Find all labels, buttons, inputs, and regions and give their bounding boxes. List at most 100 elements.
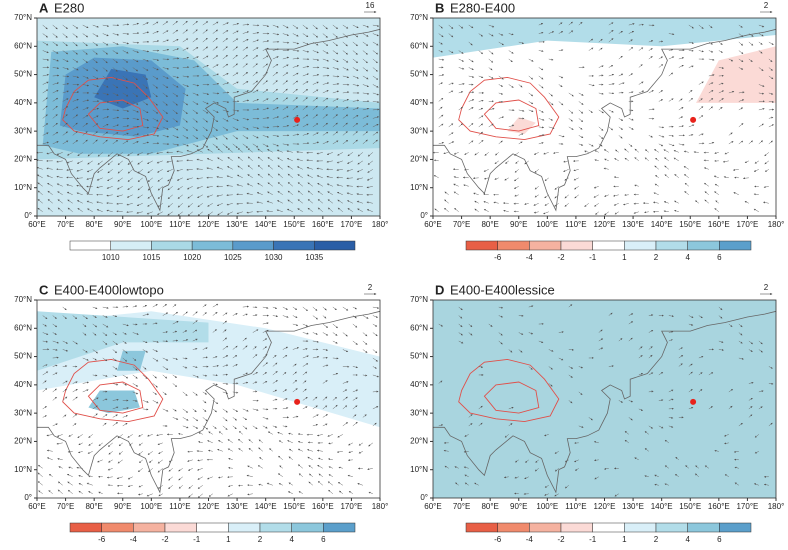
wind-vector bbox=[322, 58, 329, 62]
wind-vector bbox=[252, 80, 259, 85]
wind-vector bbox=[272, 33, 280, 36]
wind-vector bbox=[192, 126, 198, 132]
wind-vector bbox=[212, 101, 220, 104]
wind-vector bbox=[86, 177, 93, 180]
colorbar-box bbox=[655, 522, 688, 533]
wind-vector bbox=[117, 177, 123, 182]
wind-vector bbox=[332, 106, 339, 111]
wind-vector bbox=[82, 139, 88, 145]
wind-vector bbox=[282, 80, 288, 85]
wind-vector bbox=[137, 177, 143, 182]
wind-vector bbox=[272, 24, 279, 28]
wind-vector bbox=[112, 92, 119, 96]
map-panel: 60°E 70°E 80°E 90°E 100°E 110°E 120°E 130°E 140°… bbox=[14, 282, 388, 544]
wind-vector bbox=[52, 141, 59, 145]
wind-vector bbox=[307, 182, 313, 187]
y-tick-label: 0° bbox=[24, 211, 32, 220]
wind-vector bbox=[227, 148, 233, 153]
y-tick-label: 20°N bbox=[14, 155, 32, 164]
y-tick-label: 20°N bbox=[410, 437, 428, 446]
wind-vector bbox=[302, 142, 310, 145]
wind-vector bbox=[172, 101, 178, 106]
wind-vector bbox=[152, 75, 159, 80]
wind-vector bbox=[252, 47, 259, 51]
wind-vector bbox=[187, 194, 193, 199]
wind-vector bbox=[202, 118, 208, 123]
wind-vector bbox=[192, 20, 198, 26]
wind-vector bbox=[186, 150, 193, 153]
wind-vector bbox=[62, 50, 69, 55]
wind-vector bbox=[92, 58, 98, 64]
wind-vector bbox=[272, 63, 279, 68]
coastline bbox=[37, 28, 381, 212]
wind-vector bbox=[207, 203, 213, 207]
x-tick-label: 160°E bbox=[708, 502, 730, 511]
wind-vector bbox=[122, 132, 129, 136]
y-tick-label: 60°N bbox=[14, 41, 32, 50]
wind-vector bbox=[42, 89, 49, 94]
wind-vector bbox=[316, 152, 323, 155]
wind-vector bbox=[192, 109, 198, 114]
wind-vector bbox=[232, 126, 239, 131]
wind-vector bbox=[162, 118, 169, 122]
wind-vector bbox=[262, 24, 270, 27]
wind-vector bbox=[72, 67, 79, 71]
wind-vector bbox=[122, 67, 128, 72]
wind-vector bbox=[192, 38, 198, 43]
colorbar-label: 1035 bbox=[305, 253, 323, 262]
wind-vector bbox=[332, 75, 340, 78]
colorbar-box bbox=[69, 522, 102, 533]
wind-vector bbox=[302, 65, 310, 68]
wind-vector bbox=[107, 169, 113, 174]
wind-vector bbox=[82, 67, 89, 71]
x-tick-label: 90°E bbox=[510, 502, 527, 511]
wind-vector bbox=[297, 199, 303, 204]
wind-vector bbox=[122, 109, 130, 112]
wind-vector bbox=[137, 160, 143, 165]
vector-scale-label: 2 bbox=[764, 283, 769, 292]
wind-vector bbox=[197, 203, 203, 208]
wind-vector bbox=[157, 203, 163, 208]
wind-vector bbox=[272, 71, 278, 77]
wind-vector bbox=[247, 156, 253, 162]
colorbar-box bbox=[69, 240, 111, 251]
wind-vector bbox=[302, 97, 308, 102]
wind-vector bbox=[192, 92, 199, 96]
colorbar-box bbox=[465, 240, 498, 251]
wind-vector bbox=[247, 148, 253, 153]
wind-vector bbox=[282, 72, 289, 77]
wind-vector bbox=[76, 192, 83, 196]
y-tick-label: 10°N bbox=[410, 465, 428, 474]
wind-vector bbox=[257, 156, 263, 162]
colorbar-box bbox=[529, 240, 562, 251]
wind-vector bbox=[192, 135, 199, 140]
wind-vector bbox=[202, 64, 209, 68]
wind-vector bbox=[186, 159, 193, 162]
wind-vector bbox=[252, 39, 259, 43]
colorbar-label: 1020 bbox=[183, 253, 201, 262]
wind-vector bbox=[302, 41, 309, 45]
wind-vector bbox=[172, 48, 179, 51]
wind-vector bbox=[52, 105, 58, 111]
wind-vector bbox=[132, 109, 139, 113]
y-tick-label: 0° bbox=[420, 211, 428, 220]
x-tick-label: 80°E bbox=[481, 502, 498, 511]
colorbar-box bbox=[101, 522, 134, 533]
colorbar-label: 1015 bbox=[143, 253, 161, 262]
wind-vector bbox=[282, 115, 289, 119]
wind-vector bbox=[337, 207, 343, 212]
wind-vector bbox=[302, 24, 308, 30]
wind-vector bbox=[92, 75, 99, 80]
wind-vector bbox=[242, 23, 250, 26]
wind-vector bbox=[242, 126, 249, 130]
wind-vector bbox=[52, 41, 59, 46]
wind-vector bbox=[152, 58, 160, 61]
wind-vector bbox=[286, 208, 293, 212]
y-tick-label: 40°N bbox=[410, 380, 428, 389]
wind-vector bbox=[132, 50, 139, 53]
colorbar-box bbox=[687, 240, 720, 251]
wind-vector bbox=[142, 58, 149, 62]
wind-vector bbox=[212, 109, 219, 113]
wind-vector bbox=[276, 149, 283, 153]
x-tick-label: 90°E bbox=[510, 220, 527, 229]
